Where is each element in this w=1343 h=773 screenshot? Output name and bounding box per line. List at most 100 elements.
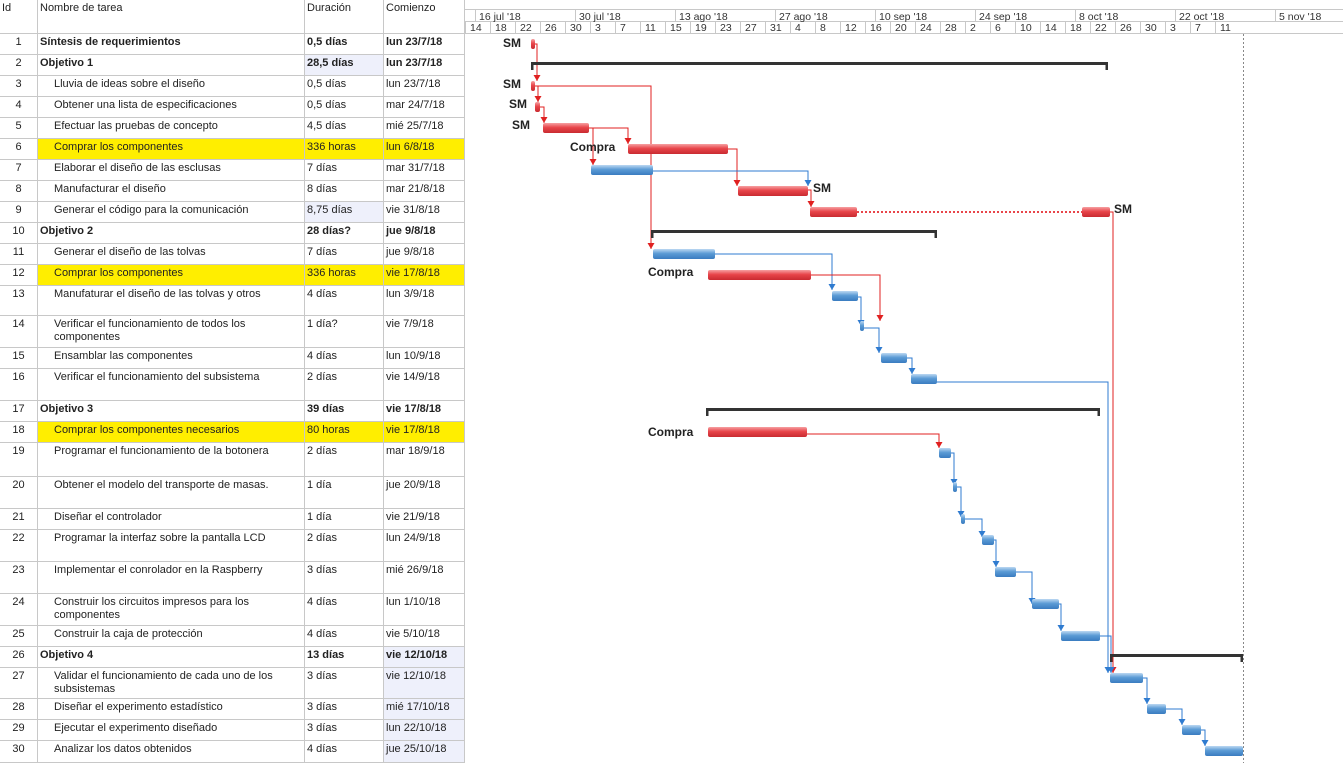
task-duration-cell[interactable]: 4,5 días <box>305 118 384 139</box>
task-id-cell[interactable]: 17 <box>0 401 38 422</box>
critical-task-bar[interactable] <box>738 186 808 196</box>
task-id-cell[interactable]: 6 <box>0 139 38 160</box>
task-bar[interactable] <box>881 353 907 363</box>
task-start-cell[interactable]: vie 14/9/18 <box>384 369 465 401</box>
task-name-cell[interactable]: Comprar los componentes <box>38 265 305 286</box>
task-id-cell[interactable]: 22 <box>0 530 38 562</box>
task-duration-cell[interactable]: 336 horas <box>305 265 384 286</box>
task-start-cell[interactable]: mié 17/10/18 <box>384 699 465 720</box>
task-start-cell[interactable]: lun 10/9/18 <box>384 348 465 369</box>
task-start-cell[interactable]: lun 23/7/18 <box>384 55 465 76</box>
task-bar[interactable] <box>982 535 994 545</box>
task-id-cell[interactable]: 27 <box>0 668 38 699</box>
task-duration-cell[interactable]: 13 días <box>305 647 384 668</box>
task-name-cell[interactable]: Síntesis de requerimientos <box>38 34 305 55</box>
task-name-cell[interactable]: Lluvia de ideas sobre el diseño <box>38 76 305 97</box>
task-bar[interactable] <box>1110 673 1143 683</box>
task-start-cell[interactable]: lun 6/8/18 <box>384 139 465 160</box>
task-start-cell[interactable]: lun 22/10/18 <box>384 720 465 741</box>
task-id-cell[interactable]: 11 <box>0 244 38 265</box>
task-start-cell[interactable]: lun 23/7/18 <box>384 34 465 55</box>
task-start-cell[interactable]: vie 7/9/18 <box>384 316 465 348</box>
critical-task-bar[interactable] <box>535 102 540 112</box>
task-id-cell[interactable]: 20 <box>0 477 38 509</box>
task-start-cell[interactable]: mar 21/8/18 <box>384 181 465 202</box>
task-duration-cell[interactable]: 3 días <box>305 699 384 720</box>
task-duration-cell[interactable]: 4 días <box>305 286 384 316</box>
task-duration-cell[interactable]: 39 días <box>305 401 384 422</box>
task-bar[interactable] <box>1205 746 1243 756</box>
task-duration-cell[interactable]: 2 días <box>305 443 384 477</box>
task-id-cell[interactable]: 21 <box>0 509 38 530</box>
task-name-cell[interactable]: Verificar el funcionamiento de todos los… <box>38 316 305 348</box>
task-name-cell[interactable]: Objetivo 1 <box>38 55 305 76</box>
task-bar[interactable] <box>832 291 858 301</box>
task-id-cell[interactable]: 29 <box>0 720 38 741</box>
task-bar[interactable] <box>939 448 951 458</box>
task-id-cell[interactable]: 25 <box>0 626 38 647</box>
task-duration-cell[interactable]: 2 días <box>305 530 384 562</box>
critical-task-bar[interactable] <box>543 123 589 133</box>
task-name-cell[interactable]: Efectuar las pruebas de concepto <box>38 118 305 139</box>
summary-bar[interactable] <box>531 62 1108 65</box>
task-duration-cell[interactable]: 4 días <box>305 348 384 369</box>
task-name-cell[interactable]: Construir los circuitos impresos para lo… <box>38 594 305 626</box>
task-id-cell[interactable]: 15 <box>0 348 38 369</box>
task-start-cell[interactable]: mié 25/7/18 <box>384 118 465 139</box>
task-duration-cell[interactable]: 28 días? <box>305 223 384 244</box>
task-bar[interactable] <box>1032 599 1059 609</box>
task-start-cell[interactable]: jue 25/10/18 <box>384 741 465 763</box>
task-name-cell[interactable]: Ejecutar el experimento diseñado <box>38 720 305 741</box>
task-id-cell[interactable]: 26 <box>0 647 38 668</box>
task-duration-cell[interactable]: 4 días <box>305 741 384 763</box>
task-start-cell[interactable]: lun 24/9/18 <box>384 530 465 562</box>
critical-task-bar[interactable] <box>1082 207 1110 217</box>
task-duration-cell[interactable]: 8,75 días <box>305 202 384 223</box>
task-id-cell[interactable]: 4 <box>0 97 38 118</box>
task-id-cell[interactable]: 2 <box>0 55 38 76</box>
task-id-cell[interactable]: 23 <box>0 562 38 594</box>
task-name-cell[interactable]: Generar el código para la comunicación <box>38 202 305 223</box>
task-start-cell[interactable]: vie 17/8/18 <box>384 401 465 422</box>
task-bar[interactable] <box>860 321 864 331</box>
summary-bar[interactable] <box>651 230 937 233</box>
task-id-cell[interactable]: 24 <box>0 594 38 626</box>
col-header-name[interactable]: Nombre de tarea <box>38 0 305 34</box>
task-id-cell[interactable]: 12 <box>0 265 38 286</box>
task-bar[interactable] <box>953 482 957 492</box>
task-duration-cell[interactable]: 4 días <box>305 594 384 626</box>
task-start-cell[interactable]: vie 17/8/18 <box>384 422 465 443</box>
task-name-cell[interactable]: Manufaturar el diseño de las tolvas y ot… <box>38 286 305 316</box>
task-duration-cell[interactable]: 80 horas <box>305 422 384 443</box>
task-start-cell[interactable]: mar 24/7/18 <box>384 97 465 118</box>
summary-bar[interactable] <box>706 408 1100 411</box>
task-start-cell[interactable]: mié 26/9/18 <box>384 562 465 594</box>
task-name-cell[interactable]: Objetivo 4 <box>38 647 305 668</box>
task-name-cell[interactable]: Ensamblar las componentes <box>38 348 305 369</box>
task-duration-cell[interactable]: 8 días <box>305 181 384 202</box>
task-duration-cell[interactable]: 3 días <box>305 668 384 699</box>
task-start-cell[interactable]: vie 5/10/18 <box>384 626 465 647</box>
critical-task-bar[interactable] <box>531 39 535 49</box>
task-id-cell[interactable]: 14 <box>0 316 38 348</box>
task-name-cell[interactable]: Validar el funcionamiento de cada uno de… <box>38 668 305 699</box>
task-name-cell[interactable]: Programar el funcionamiento de la botone… <box>38 443 305 477</box>
task-bar[interactable] <box>653 249 715 259</box>
task-bar[interactable] <box>1147 704 1166 714</box>
task-duration-cell[interactable]: 3 días <box>305 720 384 741</box>
task-name-cell[interactable]: Comprar los componentes necesarios <box>38 422 305 443</box>
task-id-cell[interactable]: 19 <box>0 443 38 477</box>
task-name-cell[interactable]: Elaborar el diseño de las esclusas <box>38 160 305 181</box>
critical-task-bar[interactable] <box>708 427 807 437</box>
task-id-cell[interactable]: 30 <box>0 741 38 763</box>
critical-task-bar[interactable] <box>531 81 535 91</box>
task-start-cell[interactable]: vie 21/9/18 <box>384 509 465 530</box>
task-start-cell[interactable]: jue 9/8/18 <box>384 244 465 265</box>
critical-task-bar[interactable] <box>628 144 728 154</box>
critical-task-bar[interactable] <box>708 270 811 280</box>
task-duration-cell[interactable]: 2 días <box>305 369 384 401</box>
task-start-cell[interactable]: jue 9/8/18 <box>384 223 465 244</box>
task-duration-cell[interactable]: 336 horas <box>305 139 384 160</box>
task-bar[interactable] <box>1182 725 1201 735</box>
task-name-cell[interactable]: Obtener el modelo del transporte de masa… <box>38 477 305 509</box>
